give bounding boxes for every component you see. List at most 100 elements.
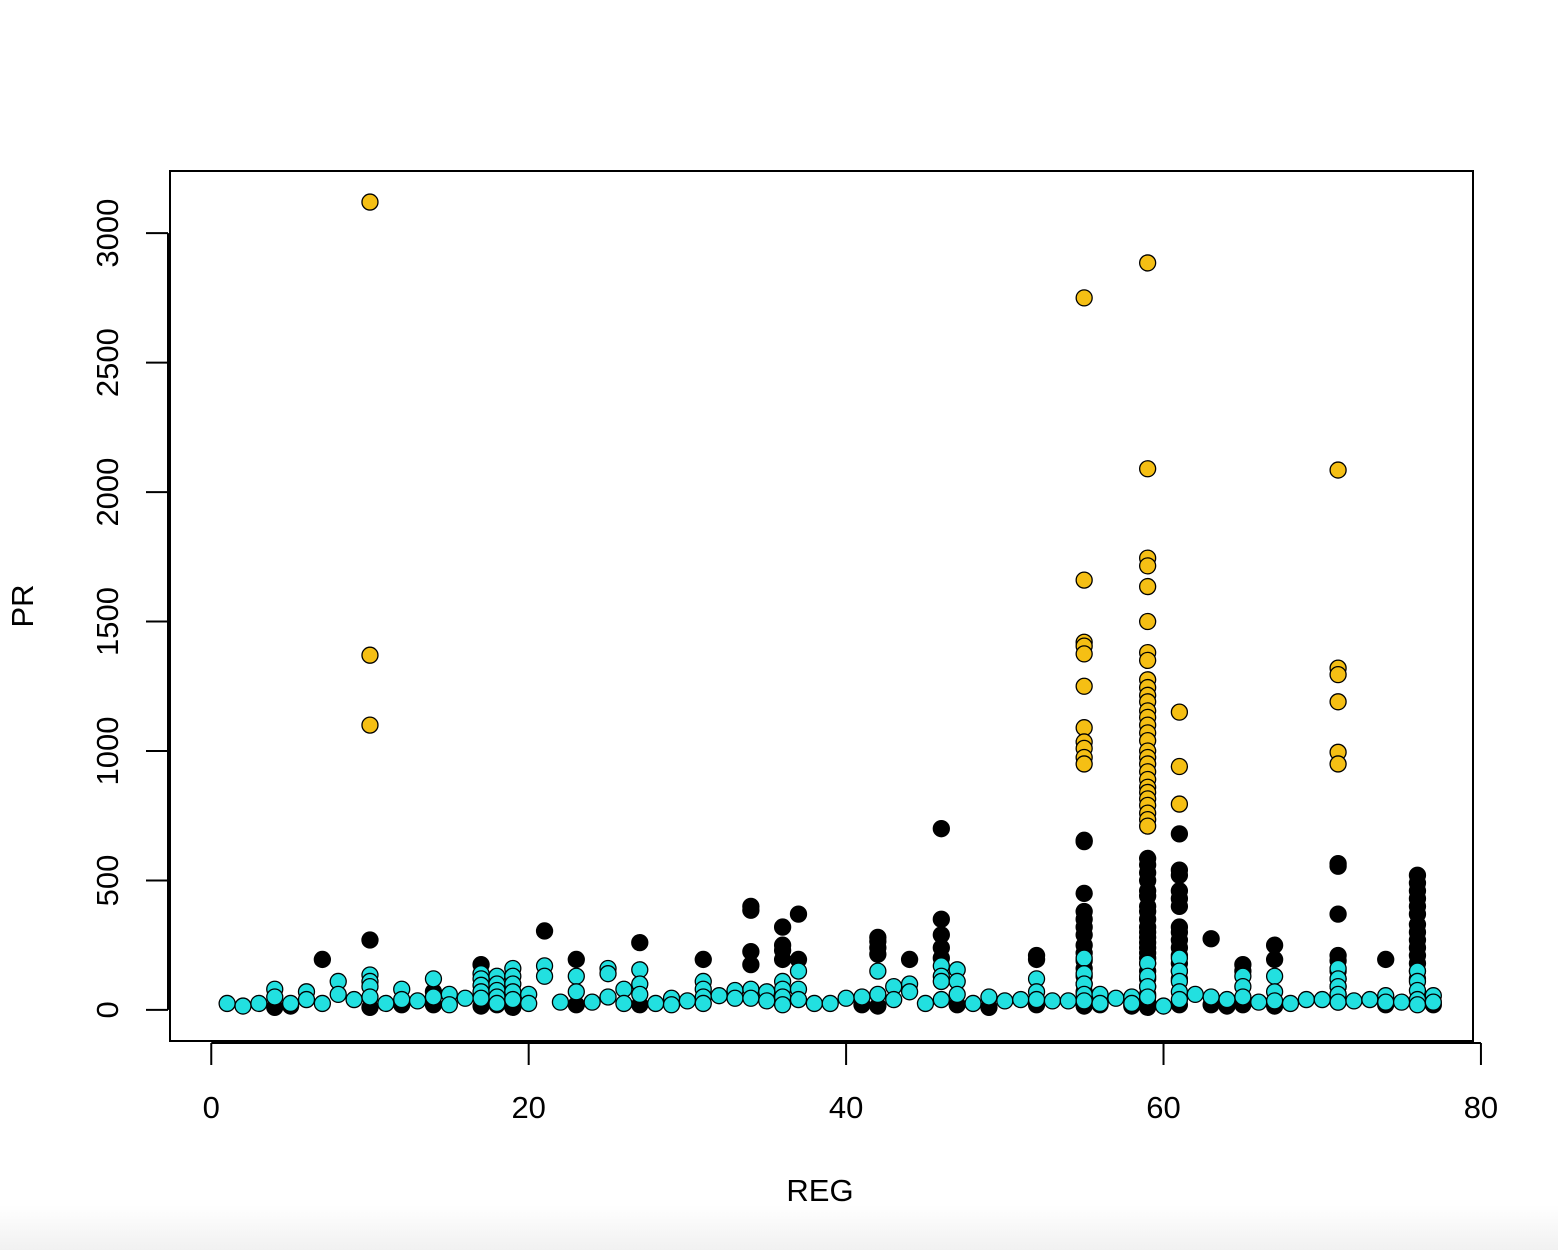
- y-tick-label: 1000: [90, 717, 125, 786]
- data-point: [1138, 988, 1157, 1006]
- data-point: [1138, 254, 1157, 272]
- data-point: [900, 950, 919, 969]
- data-point: [662, 996, 681, 1014]
- data-point: [1138, 612, 1157, 631]
- x-tick-label: 60: [1146, 1090, 1180, 1125]
- data-point: [726, 989, 744, 1007]
- data-point: [1170, 825, 1189, 843]
- y-axis: 0 500 1000 1500 2000 2500 3000: [90, 199, 169, 1019]
- data-point: [281, 994, 300, 1013]
- data-point: [1250, 993, 1268, 1011]
- data-point: [1012, 990, 1030, 1009]
- data-point: [1361, 990, 1379, 1009]
- data-point: [1091, 994, 1109, 1013]
- y-axis-label: PR: [5, 584, 40, 627]
- x-axis: 0 20 40 60 80: [203, 1042, 1498, 1125]
- data-point: [297, 990, 316, 1009]
- data-point: [599, 988, 617, 1006]
- data-point: [1170, 703, 1189, 721]
- data-point: [980, 988, 998, 1006]
- data-point: [1138, 577, 1157, 596]
- data-point: [1424, 993, 1442, 1011]
- data-point: [551, 993, 570, 1011]
- data-point: [805, 994, 824, 1013]
- data-point: [1170, 795, 1189, 813]
- y-tick-label: 500: [90, 855, 125, 907]
- data-point: [329, 985, 347, 1004]
- data-point: [1329, 461, 1347, 479]
- data-point: [1329, 693, 1347, 711]
- data-point: [1170, 897, 1189, 916]
- data-point: [742, 989, 760, 1007]
- data-point: [361, 646, 379, 664]
- data-point: [710, 987, 728, 1005]
- data-point: [424, 988, 443, 1006]
- data-point: [1345, 992, 1363, 1010]
- data-point: [424, 970, 443, 988]
- x-tick-label: 80: [1464, 1090, 1498, 1125]
- data-point: [1377, 950, 1395, 969]
- data-point: [916, 994, 935, 1013]
- data-point: [853, 988, 871, 1006]
- data-point: [1265, 950, 1284, 969]
- data-point: [1329, 993, 1347, 1011]
- data-point: [821, 994, 839, 1013]
- data-point: [932, 820, 950, 838]
- data-point: [1170, 990, 1189, 1009]
- data-point: [1313, 990, 1331, 1009]
- data-point: [1075, 992, 1093, 1010]
- data-point: [773, 950, 792, 969]
- y-tick-label: 3000: [90, 199, 125, 268]
- data-point: [1202, 988, 1220, 1006]
- data-point: [869, 985, 887, 1004]
- data-point: [1075, 832, 1093, 851]
- data-point: [789, 962, 808, 980]
- data-point: [313, 950, 332, 969]
- data-point: [1329, 857, 1347, 875]
- data-point: [408, 992, 427, 1010]
- data-point: [1392, 993, 1411, 1011]
- data-point: [1107, 989, 1125, 1007]
- data-point: [1234, 988, 1252, 1006]
- x-tick-label: 20: [511, 1090, 545, 1125]
- data-point: [250, 994, 268, 1013]
- data-point: [1138, 817, 1157, 835]
- data-point: [1075, 571, 1093, 589]
- x-axis-label: REG: [786, 1173, 853, 1208]
- y-tick-label: 2500: [90, 328, 125, 397]
- data-point: [758, 992, 776, 1010]
- data-point: [361, 716, 379, 734]
- data-point: [1059, 992, 1077, 1010]
- series-2: [361, 193, 1347, 835]
- data-point: [567, 983, 585, 1001]
- data-point: [1186, 985, 1204, 1004]
- data-point: [694, 994, 712, 1013]
- y-tick-label: 2000: [90, 458, 125, 527]
- x-tick-label: 0: [203, 1090, 220, 1125]
- data-point: [599, 965, 617, 983]
- data-point: [1170, 866, 1189, 884]
- data-point: [646, 994, 665, 1013]
- data-point: [1027, 950, 1046, 969]
- data-point: [1329, 755, 1347, 773]
- data-point: [1075, 645, 1093, 663]
- data-point: [1075, 677, 1093, 695]
- data-point: [361, 193, 379, 211]
- data-points: [218, 193, 1442, 1016]
- data-point: [678, 992, 697, 1010]
- data-point: [1377, 993, 1395, 1011]
- data-point: [1043, 992, 1062, 1010]
- data-point: [361, 988, 379, 1006]
- series-0: [266, 820, 1442, 1016]
- data-point: [996, 992, 1014, 1010]
- data-point: [218, 994, 236, 1013]
- data-point: [313, 994, 332, 1013]
- data-point: [535, 922, 554, 940]
- data-point: [583, 993, 601, 1011]
- data-point: [456, 989, 474, 1007]
- window-bottom-edge: [0, 1205, 1558, 1250]
- data-point: [773, 918, 792, 936]
- data-point: [1138, 460, 1157, 478]
- data-point: [266, 988, 284, 1006]
